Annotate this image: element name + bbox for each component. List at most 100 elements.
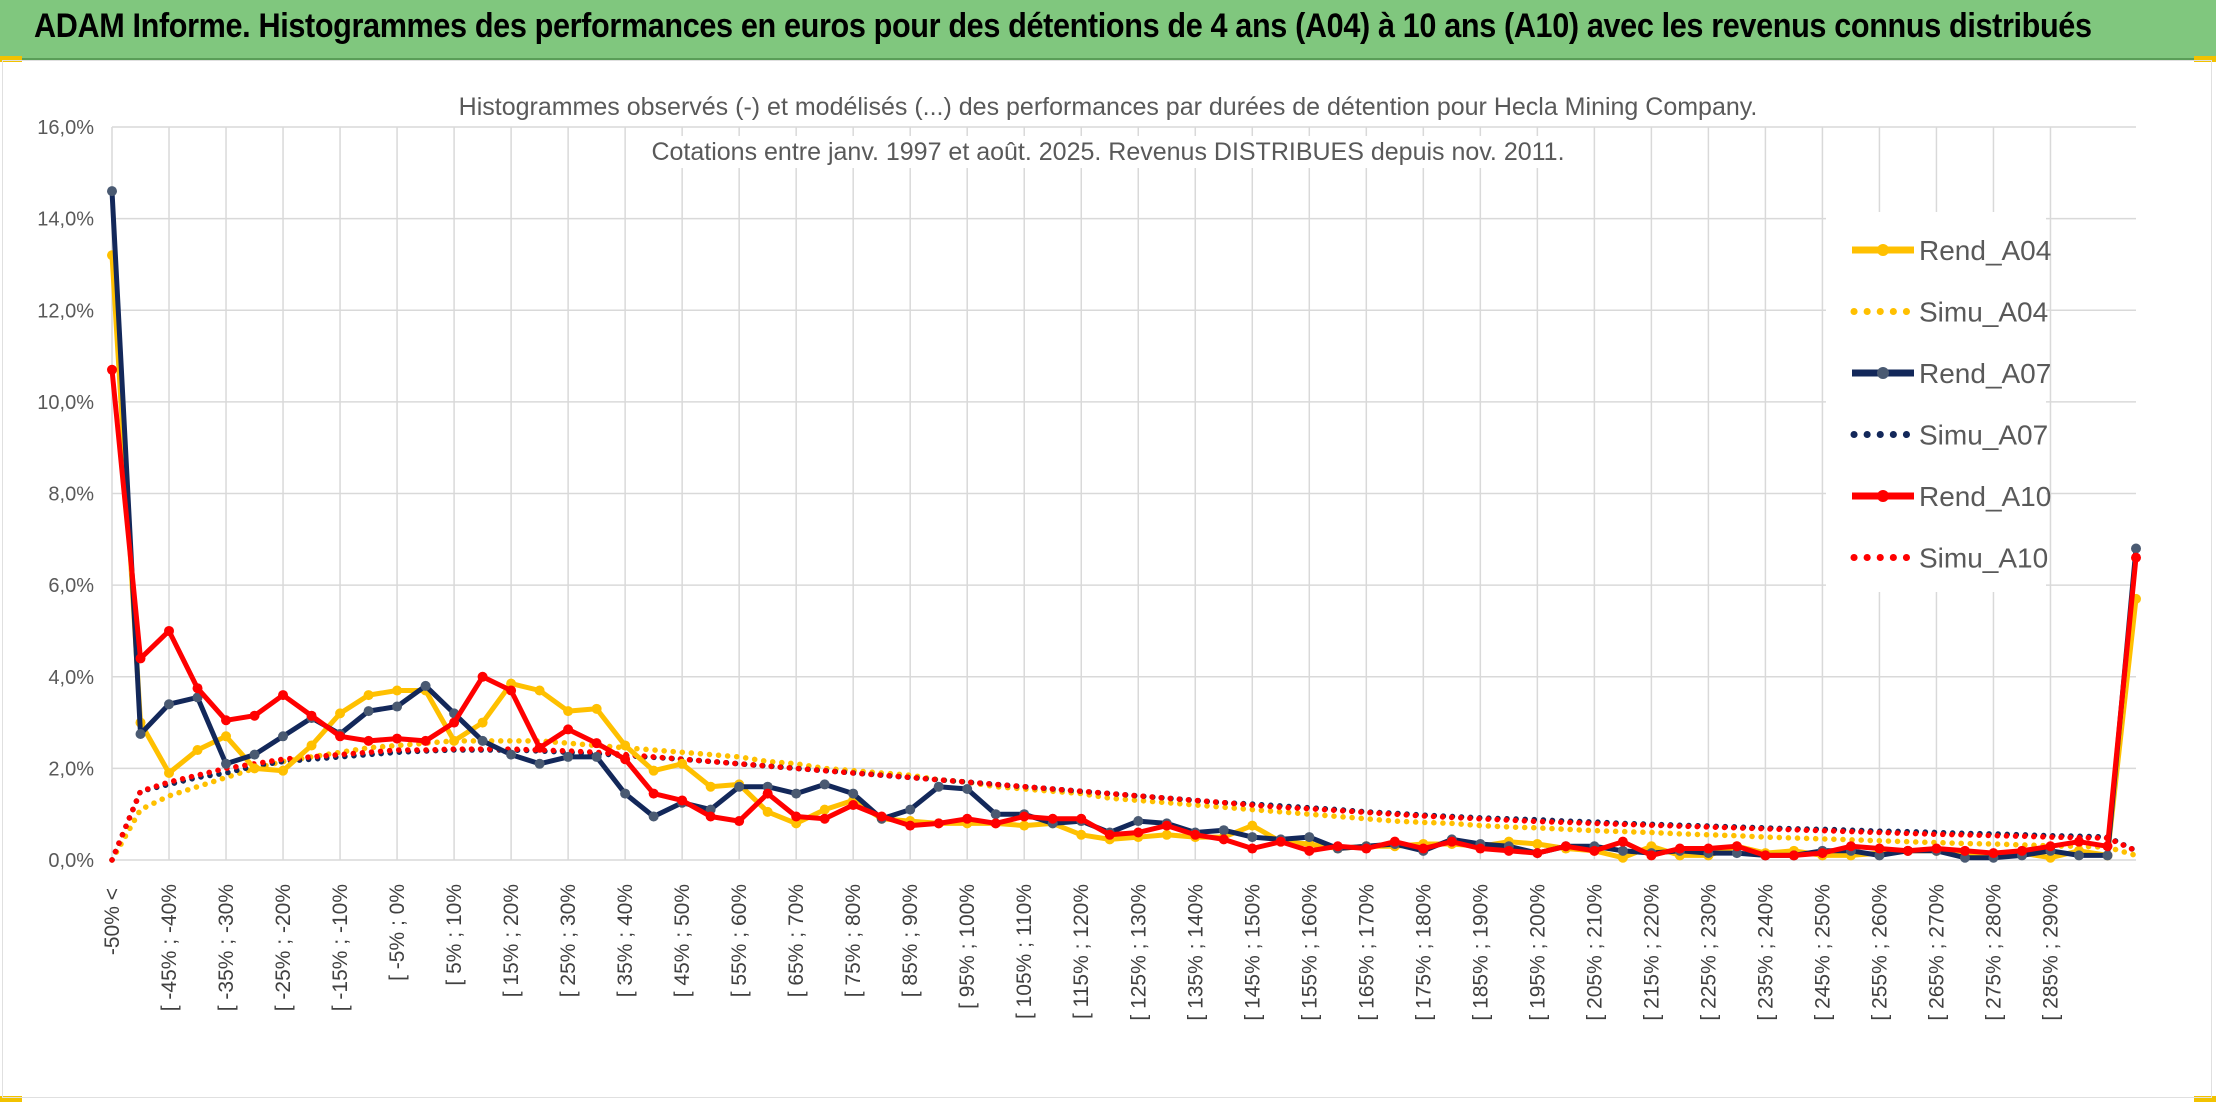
point-Rend_A07 bbox=[135, 729, 146, 740]
point-Rend_A07 bbox=[278, 731, 289, 742]
point-Rend_A07 bbox=[762, 781, 773, 792]
x-tick-label: [ 115% ; 120% bbox=[1070, 884, 1093, 1019]
point-Rend_A04 bbox=[278, 765, 289, 776]
point-Rend_A10 bbox=[1104, 829, 1115, 840]
point-Rend_A07 bbox=[249, 749, 260, 760]
point-Rend_A04 bbox=[1617, 852, 1628, 863]
point-Rend_A04 bbox=[306, 740, 317, 751]
legend-item-Simu_A10: Simu_A10 bbox=[1850, 543, 2048, 574]
x-tick-label: [ 275% ; 280% bbox=[1982, 884, 2005, 1021]
point-Rend_A04 bbox=[1076, 829, 1087, 840]
point-Rend_A04 bbox=[449, 735, 460, 746]
point-Rend_A07 bbox=[648, 811, 659, 822]
legend-marker bbox=[1877, 367, 1889, 379]
y-tick-label: 14,0% bbox=[37, 209, 94, 231]
point-Rend_A10 bbox=[1304, 845, 1315, 856]
point-Rend_A07 bbox=[905, 804, 916, 815]
x-tick-label: [ 15% ; 20% bbox=[500, 884, 523, 997]
point-Rend_A07 bbox=[1959, 852, 1970, 863]
point-Rend_A07 bbox=[1133, 816, 1144, 827]
point-Rend_A04 bbox=[1646, 841, 1657, 852]
series-lines bbox=[107, 186, 2141, 863]
x-tick-label: [ 245% ; 250% bbox=[1811, 884, 1834, 1021]
point-Rend_A07 bbox=[420, 680, 431, 691]
point-Rend_A10 bbox=[363, 735, 374, 746]
point-Rend_A04 bbox=[477, 717, 488, 728]
point-Rend_A10 bbox=[762, 788, 773, 799]
point-Rend_A10 bbox=[1161, 820, 1172, 831]
x-tick-label: [ 225% ; 230% bbox=[1697, 884, 1720, 1021]
point-Rend_A04 bbox=[192, 745, 203, 756]
point-Rend_A07 bbox=[192, 692, 203, 703]
point-Rend_A10 bbox=[1988, 848, 1999, 859]
point-Rend_A10 bbox=[848, 800, 859, 811]
x-tick-label: [ 185% ; 190% bbox=[1469, 884, 1492, 1021]
point-Rend_A07 bbox=[591, 751, 602, 762]
point-Rend_A10 bbox=[1788, 850, 1799, 861]
point-Rend_A10 bbox=[905, 820, 916, 831]
corner-accent-right bbox=[2194, 56, 2216, 62]
x-tick-label: [ 35% ; 40% bbox=[614, 884, 637, 997]
point-Rend_A07 bbox=[734, 781, 745, 792]
legend-label: Rend_A04 bbox=[1919, 235, 2051, 266]
x-tick-label: [ -35% ; -30% bbox=[215, 884, 238, 1011]
corner-accent-bottom-right bbox=[2194, 1096, 2216, 1102]
y-tick-label: 10,0% bbox=[37, 392, 94, 414]
legend-marker bbox=[1877, 244, 1889, 256]
point-Rend_A10 bbox=[420, 735, 431, 746]
x-tick-label: [ -5% ; 0% bbox=[386, 884, 409, 981]
point-Rend_A10 bbox=[1674, 843, 1685, 854]
x-tick-label: [ -15% ; -10% bbox=[329, 884, 352, 1011]
point-Rend_A07 bbox=[933, 781, 944, 792]
point-Rend_A10 bbox=[1703, 843, 1714, 854]
point-Rend_A04 bbox=[221, 731, 232, 742]
legend-box bbox=[1826, 212, 2046, 592]
x-tick-label: [ 135% ; 140% bbox=[1184, 884, 1207, 1021]
point-Rend_A10 bbox=[1332, 841, 1343, 852]
point-Rend_A10 bbox=[1902, 845, 1913, 856]
point-Rend_A10 bbox=[221, 715, 232, 726]
series-Simu_A10 bbox=[109, 746, 2139, 863]
point-Rend_A04 bbox=[506, 678, 517, 689]
corner-accent-left bbox=[0, 56, 22, 62]
point-Rend_A10 bbox=[2073, 836, 2084, 847]
title-backing bbox=[643, 136, 1573, 168]
x-tick-label: [ 145% ; 150% bbox=[1241, 884, 1264, 1021]
point-Rend_A10 bbox=[734, 816, 745, 827]
y-tick-label: 4,0% bbox=[48, 667, 94, 689]
point-Rend_A10 bbox=[1218, 834, 1229, 845]
point-Rend_A04 bbox=[2045, 852, 2056, 863]
x-tick-label: [ 25% ; 30% bbox=[557, 884, 580, 997]
point-Rend_A07 bbox=[620, 788, 631, 799]
point-Rend_A10 bbox=[534, 742, 545, 753]
point-Rend_A10 bbox=[591, 738, 602, 749]
point-Rend_A10 bbox=[306, 710, 317, 721]
point-Rend_A04 bbox=[249, 763, 260, 774]
y-tick-label: 12,0% bbox=[37, 300, 94, 322]
point-Rend_A07 bbox=[819, 779, 830, 790]
point-Rend_A07 bbox=[1304, 832, 1315, 843]
point-Rend_A07 bbox=[506, 749, 517, 760]
legend-label: Simu_A07 bbox=[1919, 420, 2048, 451]
point-Rend_A10 bbox=[2016, 845, 2027, 856]
point-Rend_A10 bbox=[1047, 813, 1058, 824]
x-tick-label: [ 175% ; 180% bbox=[1412, 884, 1435, 1021]
x-tick-label: [ 195% ; 200% bbox=[1526, 884, 1549, 1021]
x-tick-label: [ 125% ; 130% bbox=[1127, 884, 1150, 1021]
point-Rend_A07 bbox=[1218, 825, 1229, 836]
point-Rend_A10 bbox=[164, 625, 175, 636]
legend-item-Rend_A10: Rend_A10 bbox=[1852, 481, 2051, 512]
point-Rend_A10 bbox=[1133, 827, 1144, 838]
x-tick-label: [ 165% ; 170% bbox=[1355, 884, 1378, 1021]
point-Rend_A10 bbox=[1817, 848, 1828, 859]
point-Rend_A10 bbox=[1589, 845, 1600, 856]
point-Rend_A10 bbox=[1617, 836, 1628, 847]
point-Rend_A10 bbox=[2045, 841, 2056, 852]
legend: Rend_A04 Simu_A04 Rend_A07 Simu_A07 Rend_A10… bbox=[1826, 212, 2051, 592]
point-Rend_A10 bbox=[477, 671, 488, 682]
title-backing bbox=[450, 91, 1766, 123]
x-tick-label: [ 215% ; 220% bbox=[1640, 884, 1663, 1021]
point-Rend_A07 bbox=[1731, 848, 1742, 859]
x-tick-label: [ -45% ; -40% bbox=[158, 884, 181, 1011]
point-Rend_A10 bbox=[2102, 841, 2113, 852]
